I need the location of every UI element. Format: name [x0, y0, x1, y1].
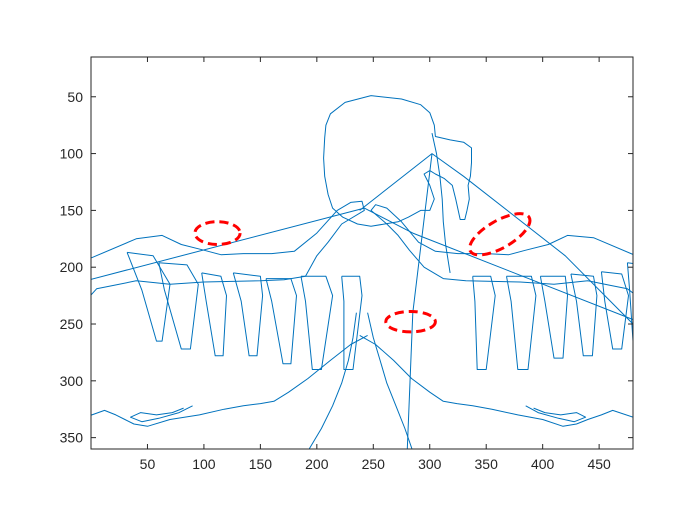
annotation-ellipse-1	[468, 212, 532, 257]
contour-body-right-22	[367, 312, 413, 449]
plot-area	[91, 95, 633, 449]
contour-spurious-link-24	[359, 153, 633, 325]
contour-right-feather-15	[600, 271, 629, 350]
x-tick-label-400: 400	[531, 456, 555, 472]
contour-left-hand-18	[130, 405, 193, 423]
annotation-ellipses	[193, 212, 532, 334]
axes-box	[90, 56, 634, 450]
x-tick-label-250: 250	[362, 456, 386, 472]
contour-left-arm-17	[91, 334, 368, 427]
contour-lines	[91, 95, 633, 449]
contour-right-arm-19	[359, 334, 633, 427]
y-tick-label-350: 350	[60, 430, 84, 446]
contour-left-feather-5	[158, 262, 199, 350]
y-tick-label-300: 300	[60, 373, 84, 389]
x-tick-label-100: 100	[192, 456, 216, 472]
y-tick-label-200: 200	[60, 259, 84, 275]
contour-left-feather-9	[300, 275, 334, 370]
y-tick-label-100: 100	[60, 146, 84, 162]
y-tick-label-250: 250	[60, 316, 84, 332]
contour-left-feather-6	[201, 272, 227, 357]
x-tick-label-350: 350	[475, 456, 499, 472]
contour-right-feather-14	[570, 273, 598, 357]
contour-left-feather-4	[126, 251, 171, 342]
contour-right-feather-16	[626, 262, 633, 342]
y-tick-label-150: 150	[60, 202, 84, 218]
contour-body-left-21	[308, 312, 357, 449]
contour-right-wing-3	[370, 204, 633, 294]
x-tick-label-200: 200	[305, 456, 329, 472]
x-tick-label-150: 150	[249, 456, 273, 472]
annotation-ellipse-0	[193, 220, 242, 247]
contour-left-feather-8	[265, 278, 297, 365]
contour-left-wing-2	[91, 200, 365, 296]
x-tick-label-50: 50	[140, 456, 156, 472]
y-axis: 50 100 150 200 250 300 350	[60, 89, 633, 446]
contour-left-feather-10	[341, 275, 363, 370]
x-axis: 50 100 150 200 250 300 350 400 450	[140, 57, 611, 472]
x-tick-label-450: 450	[587, 456, 611, 472]
annotation-ellipse-2	[384, 310, 437, 334]
contour-right-feather-12	[506, 275, 537, 370]
x-tick-label-300: 300	[418, 456, 442, 472]
contour-left-feather-7	[232, 272, 264, 357]
contour-right-hand-20	[525, 405, 587, 423]
y-tick-label-50: 50	[67, 89, 83, 105]
contour-hair-strand-1	[431, 132, 451, 273]
contour-right-feather-13	[539, 275, 568, 359]
contour-right-feather-11	[472, 275, 496, 370]
